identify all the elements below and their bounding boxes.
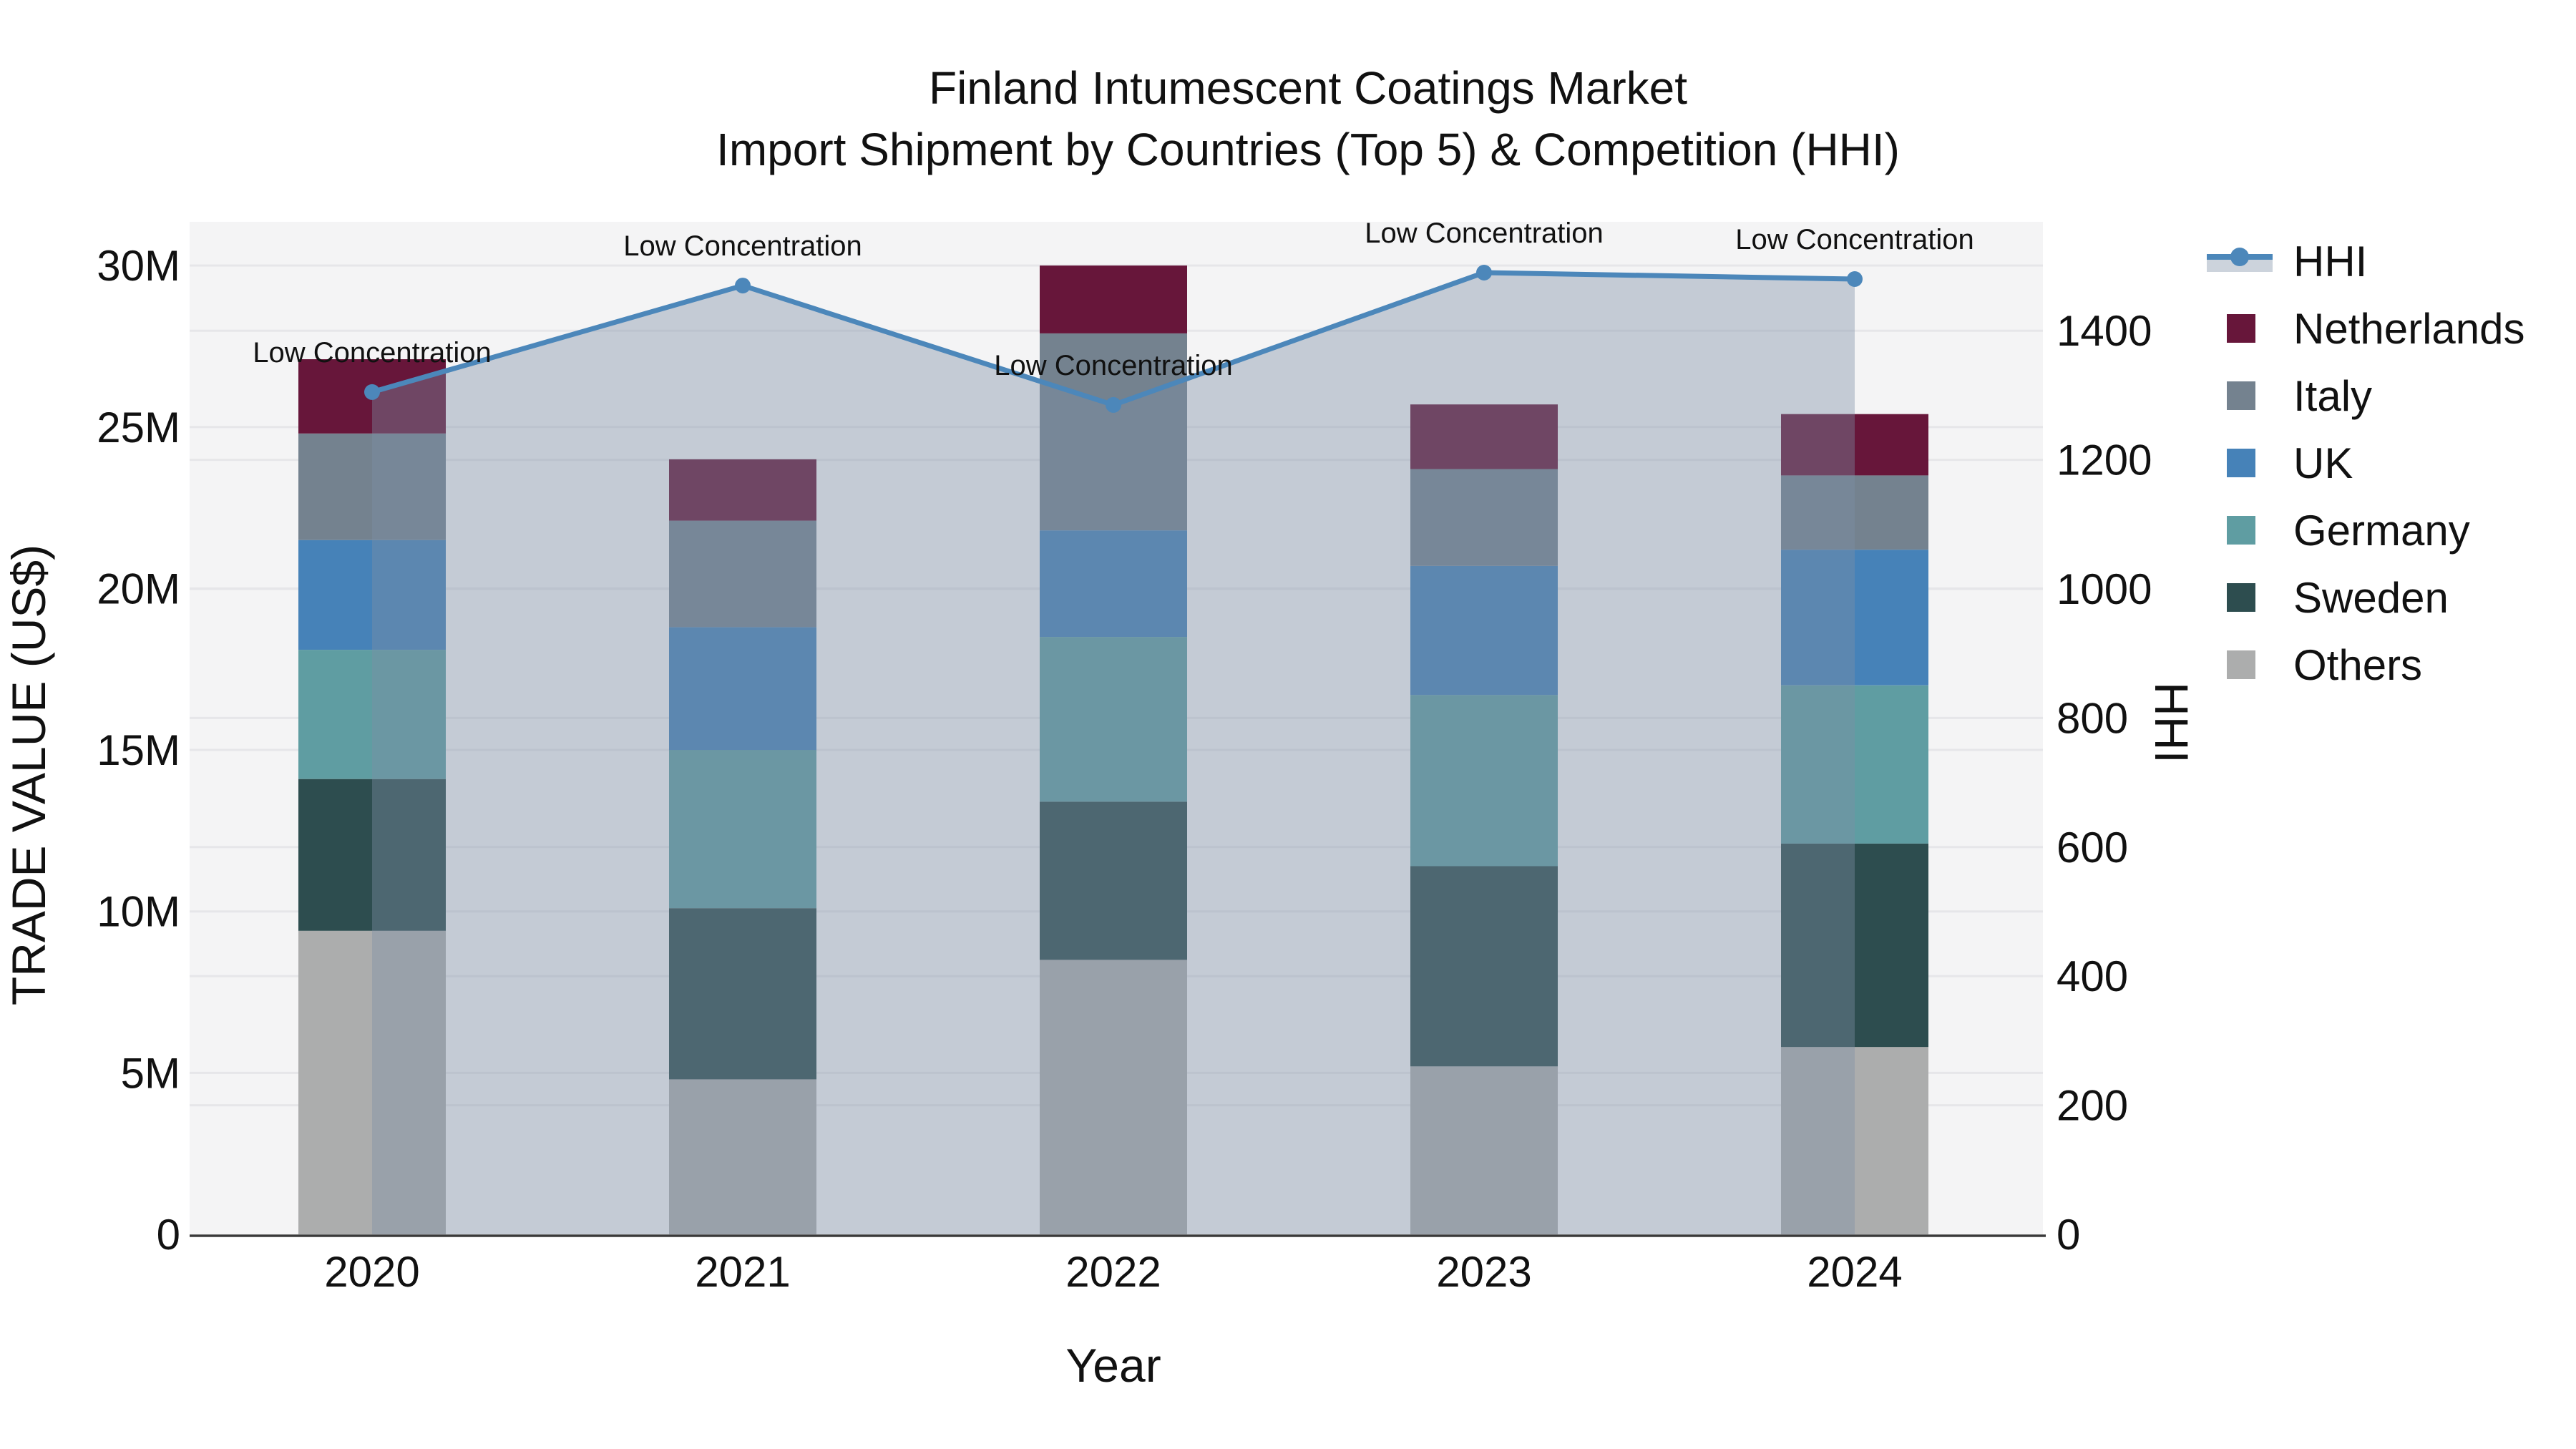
legend-label: UK — [2293, 439, 2353, 487]
legend-label: HHI — [2293, 237, 2368, 286]
hhi-point-2021[interactable] — [735, 278, 751, 294]
bar-segment-uk-2020[interactable] — [298, 540, 446, 650]
legend-swatch-icon — [2227, 650, 2255, 679]
legend-swatch-icon — [2227, 381, 2255, 410]
hhi-point-2020[interactable] — [364, 384, 380, 400]
svg-text:1400: 1400 — [2057, 307, 2152, 355]
bar-segment-italy-2023[interactable] — [1410, 469, 1558, 566]
bar-segment-others-2021[interactable] — [669, 1079, 816, 1234]
svg-text:200: 200 — [2057, 1082, 2128, 1130]
annotation-2022: Low Concentration — [994, 350, 1233, 381]
legend-item-germany[interactable]: Germany — [2205, 497, 2525, 564]
legend-label: Others — [2293, 640, 2423, 689]
bar-segment-others-2022[interactable] — [1040, 960, 1187, 1234]
bar-segment-sweden-2022[interactable] — [1040, 801, 1187, 960]
bar-segment-germany-2021[interactable] — [669, 750, 816, 909]
legend-swatch-icon — [2227, 583, 2255, 612]
bar-segment-germany-2024[interactable] — [1781, 685, 1928, 844]
legend-item-uk[interactable]: UK — [2205, 429, 2525, 497]
annotation-2021: Low Concentration — [623, 230, 862, 262]
x-tick-2023: 2023 — [1436, 1248, 1531, 1296]
bar-segment-italy-2020[interactable] — [298, 433, 446, 540]
annotation-2020: Low Concentration — [253, 337, 492, 369]
svg-text:0: 0 — [157, 1211, 180, 1259]
x-tick-2024: 2024 — [1807, 1248, 1902, 1296]
hhi-point-2022[interactable] — [1106, 396, 1121, 413]
annotation-2024: Low Concentration — [1735, 224, 1974, 255]
svg-text:30M: 30M — [97, 242, 180, 290]
hhi-point-2023[interactable] — [1476, 265, 1492, 280]
bar-segment-italy-2022[interactable] — [1040, 333, 1187, 531]
bar-segment-sweden-2024[interactable] — [1781, 843, 1928, 1048]
legend-item-sweden[interactable]: Sweden — [2205, 564, 2525, 631]
bar-segment-netherlands-2021[interactable] — [669, 459, 816, 521]
x-axis-title: Year — [1065, 1339, 1161, 1392]
legend-label: Netherlands — [2293, 304, 2525, 353]
legend-swatch-icon — [2227, 516, 2255, 545]
svg-text:1000: 1000 — [2057, 565, 2152, 613]
bar-segment-germany-2020[interactable] — [298, 650, 446, 779]
bar-segment-others-2023[interactable] — [1410, 1066, 1558, 1234]
bar-segment-others-2020[interactable] — [298, 930, 446, 1234]
bar-segment-italy-2024[interactable] — [1781, 475, 1928, 550]
svg-text:10M: 10M — [97, 888, 180, 936]
svg-text:800: 800 — [2057, 694, 2128, 742]
bar-segment-netherlands-2023[interactable] — [1410, 404, 1558, 469]
bar-segment-sweden-2020[interactable] — [298, 779, 446, 931]
hhi-area-fill — [372, 273, 1855, 1234]
legend-label: Sweden — [2293, 573, 2449, 622]
svg-text:600: 600 — [2057, 824, 2128, 872]
hhi-point-2024[interactable] — [1847, 271, 1863, 287]
legend: HHI Netherlands Italy UK Germany Sweden Others — [2205, 228, 2525, 698]
bar-segment-germany-2023[interactable] — [1410, 695, 1558, 867]
x-tick-2021: 2021 — [695, 1248, 790, 1296]
legend-item-netherlands[interactable]: Netherlands — [2205, 295, 2525, 362]
legend-label: Germany — [2293, 506, 2470, 555]
bar-segment-sweden-2023[interactable] — [1410, 866, 1558, 1067]
bar-segment-netherlands-2024[interactable] — [1781, 414, 1928, 476]
svg-text:5M: 5M — [121, 1049, 180, 1097]
x-tick-labels: 2020 2021 2022 2023 2024 — [324, 1248, 1902, 1296]
svg-text:400: 400 — [2057, 952, 2128, 1000]
legend-label: Italy — [2293, 371, 2373, 420]
bar-segment-germany-2022[interactable] — [1040, 637, 1187, 802]
bar-segment-italy-2021[interactable] — [669, 520, 816, 628]
y-left-tick-labels: 0 5M 10M 15M 20M 25M 30M — [97, 242, 180, 1259]
svg-text:20M: 20M — [97, 565, 180, 613]
y-right-tick-labels: 0 200 400 600 800 1000 1200 1400 — [2057, 307, 2152, 1259]
legend-swatch-icon — [2227, 449, 2255, 477]
legend-item-italy[interactable]: Italy — [2205, 362, 2525, 429]
bar-segment-netherlands-2022[interactable] — [1040, 265, 1187, 333]
bar-segment-uk-2022[interactable] — [1040, 530, 1187, 638]
hhi-line-sample-icon — [2205, 245, 2277, 278]
annotations: Low Concentration Low Concentration Low Co… — [253, 218, 1974, 381]
y-axis-left-title: TRADE VALUE (US$) — [2, 544, 55, 1006]
bar-segment-uk-2021[interactable] — [669, 627, 816, 751]
annotation-2023: Low Concentration — [1365, 218, 1604, 249]
svg-text:15M: 15M — [97, 726, 180, 774]
bars-layer — [298, 265, 1928, 1234]
bar-segment-uk-2024[interactable] — [1781, 550, 1928, 686]
chart-title-line-2: Import Shipment by Countries (Top 5) & C… — [716, 124, 1900, 175]
x-tick-2022: 2022 — [1065, 1248, 1161, 1296]
legend-swatch-icon — [2227, 314, 2255, 343]
chart-title-line-1: Finland Intumescent Coatings Market — [928, 62, 1688, 114]
svg-text:1200: 1200 — [2057, 436, 2152, 484]
y-axis-right-title: HHI — [2145, 682, 2198, 763]
svg-text:25M: 25M — [97, 404, 180, 452]
bar-segment-sweden-2021[interactable] — [669, 908, 816, 1080]
bar-segment-others-2024[interactable] — [1781, 1047, 1928, 1234]
bar-segment-uk-2023[interactable] — [1410, 565, 1558, 696]
legend-item-hhi[interactable]: HHI — [2205, 228, 2525, 295]
x-tick-2020: 2020 — [324, 1248, 419, 1296]
svg-text:0: 0 — [2057, 1211, 2080, 1259]
legend-item-others[interactable]: Others — [2205, 631, 2525, 698]
